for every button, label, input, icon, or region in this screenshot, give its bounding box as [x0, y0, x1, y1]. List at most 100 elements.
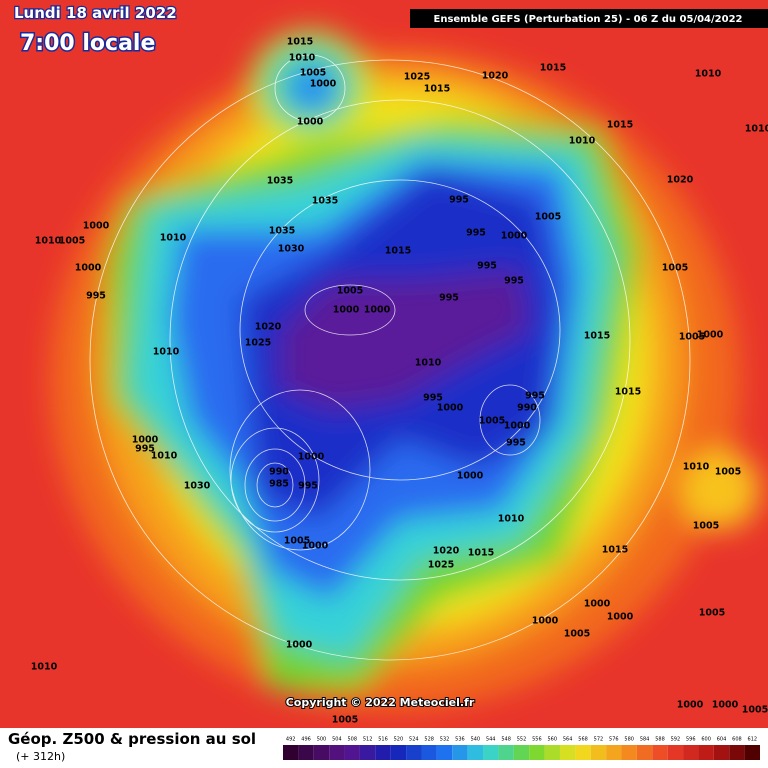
isobar-label: 1000 — [298, 452, 325, 463]
isobar-label: 1005 — [699, 608, 725, 619]
isobar-label: 1035 — [267, 176, 293, 187]
colorbar-swatch — [406, 745, 422, 760]
colorbar-label: 564 — [563, 737, 573, 743]
isobar-label: 1015 — [584, 331, 610, 342]
colorbar-swatch — [390, 745, 407, 760]
colorbar-label: 504 — [332, 737, 342, 743]
isobar-label: 1035 — [312, 196, 338, 207]
lead-time: (+ 312h) — [16, 750, 65, 763]
field — [0, 0, 768, 728]
colorbar-swatch — [667, 745, 684, 760]
isobar-label: 1010 — [153, 347, 180, 358]
isobar-label: 1000 — [697, 330, 724, 341]
isobar-label: 1005 — [332, 715, 358, 726]
isobar-label: 1010 — [160, 233, 187, 244]
colorbar-label: 560 — [548, 737, 558, 743]
isobar-label: 1000 — [302, 541, 329, 552]
isobar-label: 985 — [269, 479, 289, 490]
colorbar-swatch — [483, 745, 499, 760]
colorbar-swatch — [652, 745, 668, 760]
colorbar-label: 496 — [301, 737, 311, 743]
isobar-label: 1000 — [297, 117, 324, 128]
colorbar-label: 556 — [532, 737, 542, 743]
colorbar-swatch — [329, 745, 345, 760]
colorbar-swatch — [436, 745, 453, 760]
isobar-label: 1005 — [337, 286, 363, 297]
colorbar-swatch — [283, 745, 299, 760]
colorbar-swatch — [344, 745, 360, 760]
isobar-label: 1010 — [151, 451, 178, 462]
isobar-label: 1000 — [677, 700, 704, 711]
isobar-label: 1000 — [457, 471, 484, 482]
colorbar-swatch — [529, 745, 545, 760]
isobar-label: 995 — [506, 438, 526, 449]
colorbar-swatch — [698, 745, 714, 760]
colorbar-label: 536 — [455, 737, 465, 743]
isobar-label: 1025 — [404, 72, 430, 83]
isobar-label: 1020 — [433, 546, 460, 557]
isobar-label: 995 — [449, 195, 469, 206]
colorbar-label: 516 — [378, 737, 388, 743]
colorbar-label: 540 — [471, 737, 481, 743]
isobar-label: 1005 — [59, 236, 85, 247]
copyright: Copyright © 2022 Meteociel.fr — [286, 696, 475, 709]
colorbar-label: 568 — [578, 737, 588, 743]
colorbar-swatch — [590, 745, 607, 760]
isobar-label: 1005 — [535, 212, 561, 223]
run-box — [410, 9, 768, 28]
colorbar-label: 572 — [594, 737, 604, 743]
isobar-label: 995 — [504, 276, 524, 287]
isobar-label: 1005 — [742, 705, 768, 716]
isobar-label: 1000 — [437, 403, 464, 414]
isobar-label: 1000 — [607, 612, 634, 623]
isobar-label: 1000 — [504, 421, 531, 432]
isobar-label: 1010 — [498, 514, 525, 525]
isobar-label: 1010 — [683, 462, 710, 473]
isobar-label: 1030 — [278, 244, 305, 255]
isobar-label: 995 — [439, 293, 459, 304]
isobar-label: 1000 — [75, 263, 102, 274]
colorbar-swatch — [636, 745, 653, 760]
isobar-label: 990 — [269, 467, 289, 478]
isobar-label: 1015 — [607, 120, 633, 131]
isobar-label: 1015 — [385, 246, 411, 257]
colorbar-label: 548 — [501, 737, 511, 743]
isobar-label: 1015 — [424, 84, 450, 95]
colorbar-label: 612 — [748, 737, 758, 743]
colorbar-swatch — [606, 745, 622, 760]
colorbar-swatch — [298, 745, 314, 760]
isobar-label: 1035 — [269, 226, 295, 237]
isobar-label: 1020 — [482, 71, 509, 82]
isobar-label: 1015 — [540, 63, 566, 74]
isobar-label: 1025 — [428, 560, 454, 571]
colorbar-label: 576 — [609, 737, 619, 743]
isobar-label: 1005 — [679, 332, 705, 343]
isobar-label: 1020 — [667, 175, 694, 186]
colorbar-swatch — [359, 745, 376, 760]
colorbar-label: 524 — [409, 737, 419, 743]
isobar-label: 1000 — [132, 435, 159, 446]
colorbar-label: 604 — [717, 737, 727, 743]
isobar-label: 1015 — [615, 387, 641, 398]
colorbar-swatch — [421, 745, 437, 760]
isobar-label: 1005 — [284, 536, 310, 547]
colorbar-swatch — [498, 745, 514, 760]
colorbar-label: 512 — [363, 737, 373, 743]
colorbar-swatch — [313, 745, 330, 760]
date: Lundi 18 avril 2022 — [14, 4, 177, 22]
colorbar-label: 532 — [440, 737, 450, 743]
isobar-label: 1010 — [415, 358, 442, 369]
isobar-label: 1005 — [479, 416, 505, 427]
isobar-label: 1000 — [532, 616, 559, 627]
colorbar-label: 592 — [671, 737, 681, 743]
isobar-label: 1000 — [83, 221, 110, 232]
isobar-label: 1000 — [712, 700, 739, 711]
isobar-label: 1025 — [245, 338, 271, 349]
isobar-label: 1010 — [695, 69, 722, 80]
isobar-label: 1000 — [364, 305, 391, 316]
isobar-label: 995 — [466, 228, 486, 239]
isobar-label: 1015 — [602, 545, 628, 556]
colorbar-label: 588 — [655, 737, 665, 743]
isobar-label: 1000 — [501, 231, 528, 242]
